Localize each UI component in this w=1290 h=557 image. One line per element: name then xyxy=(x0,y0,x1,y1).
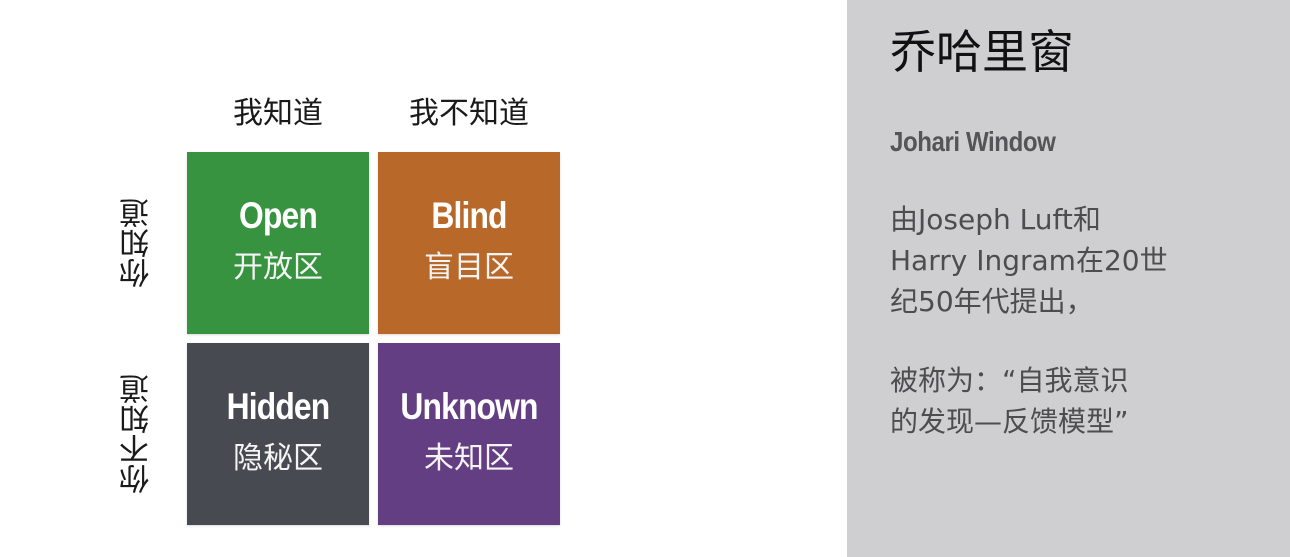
column-header-i-dont-know: 我不知道 xyxy=(409,96,529,131)
column-header-i-know: 我知道 xyxy=(233,96,323,131)
info-panel: 乔哈里窗 Johari Window 由Joseph Luft和 Harry I… xyxy=(847,0,1290,557)
panel-paragraph-definition: 被称为：“自我意识 的发现—反馈模型” xyxy=(890,360,1250,442)
panel-paragraph-definition-line: 的发现—反馈模型” xyxy=(890,405,1129,438)
quadrant-unknown-title: Unknown xyxy=(400,386,538,427)
quadrant-unknown: Unknown 未知区 xyxy=(378,343,560,525)
quadrant-open: Open 开放区 xyxy=(187,152,369,334)
panel-paragraph-definition-line: 被称为：“自我意识 xyxy=(890,364,1129,397)
quadrant-hidden: Hidden 隐秘区 xyxy=(187,343,369,525)
row-header-you-know: 你知道 xyxy=(120,198,155,288)
quadrant-hidden-label: 隐秘区 xyxy=(233,441,323,476)
quadrant-blind-label: 盲目区 xyxy=(424,250,514,285)
quadrant-unknown-label: 未知区 xyxy=(424,441,514,476)
panel-subtitle: Johari Window xyxy=(890,126,1056,157)
row-header-you-dont-know: 你不知道 xyxy=(120,374,155,494)
panel-title: 乔哈里窗 xyxy=(890,25,1074,79)
quadrant-open-label: 开放区 xyxy=(233,250,323,285)
quadrant-open-title: Open xyxy=(239,195,318,236)
quadrant-blind-title: Blind xyxy=(431,195,507,236)
quadrant-hidden-title: Hidden xyxy=(226,386,331,427)
panel-paragraph-origin-line: Harry Ingram在20世 xyxy=(890,244,1168,277)
panel-paragraph-origin-line: 纪50年代提出， xyxy=(890,285,1094,318)
quadrant-blind: Blind 盲目区 xyxy=(378,152,560,334)
panel-paragraph-origin-line: 由Joseph Luft和 xyxy=(890,203,1101,236)
panel-paragraph-origin: 由Joseph Luft和 Harry Ingram在20世 纪50年代提出， xyxy=(890,199,1250,322)
